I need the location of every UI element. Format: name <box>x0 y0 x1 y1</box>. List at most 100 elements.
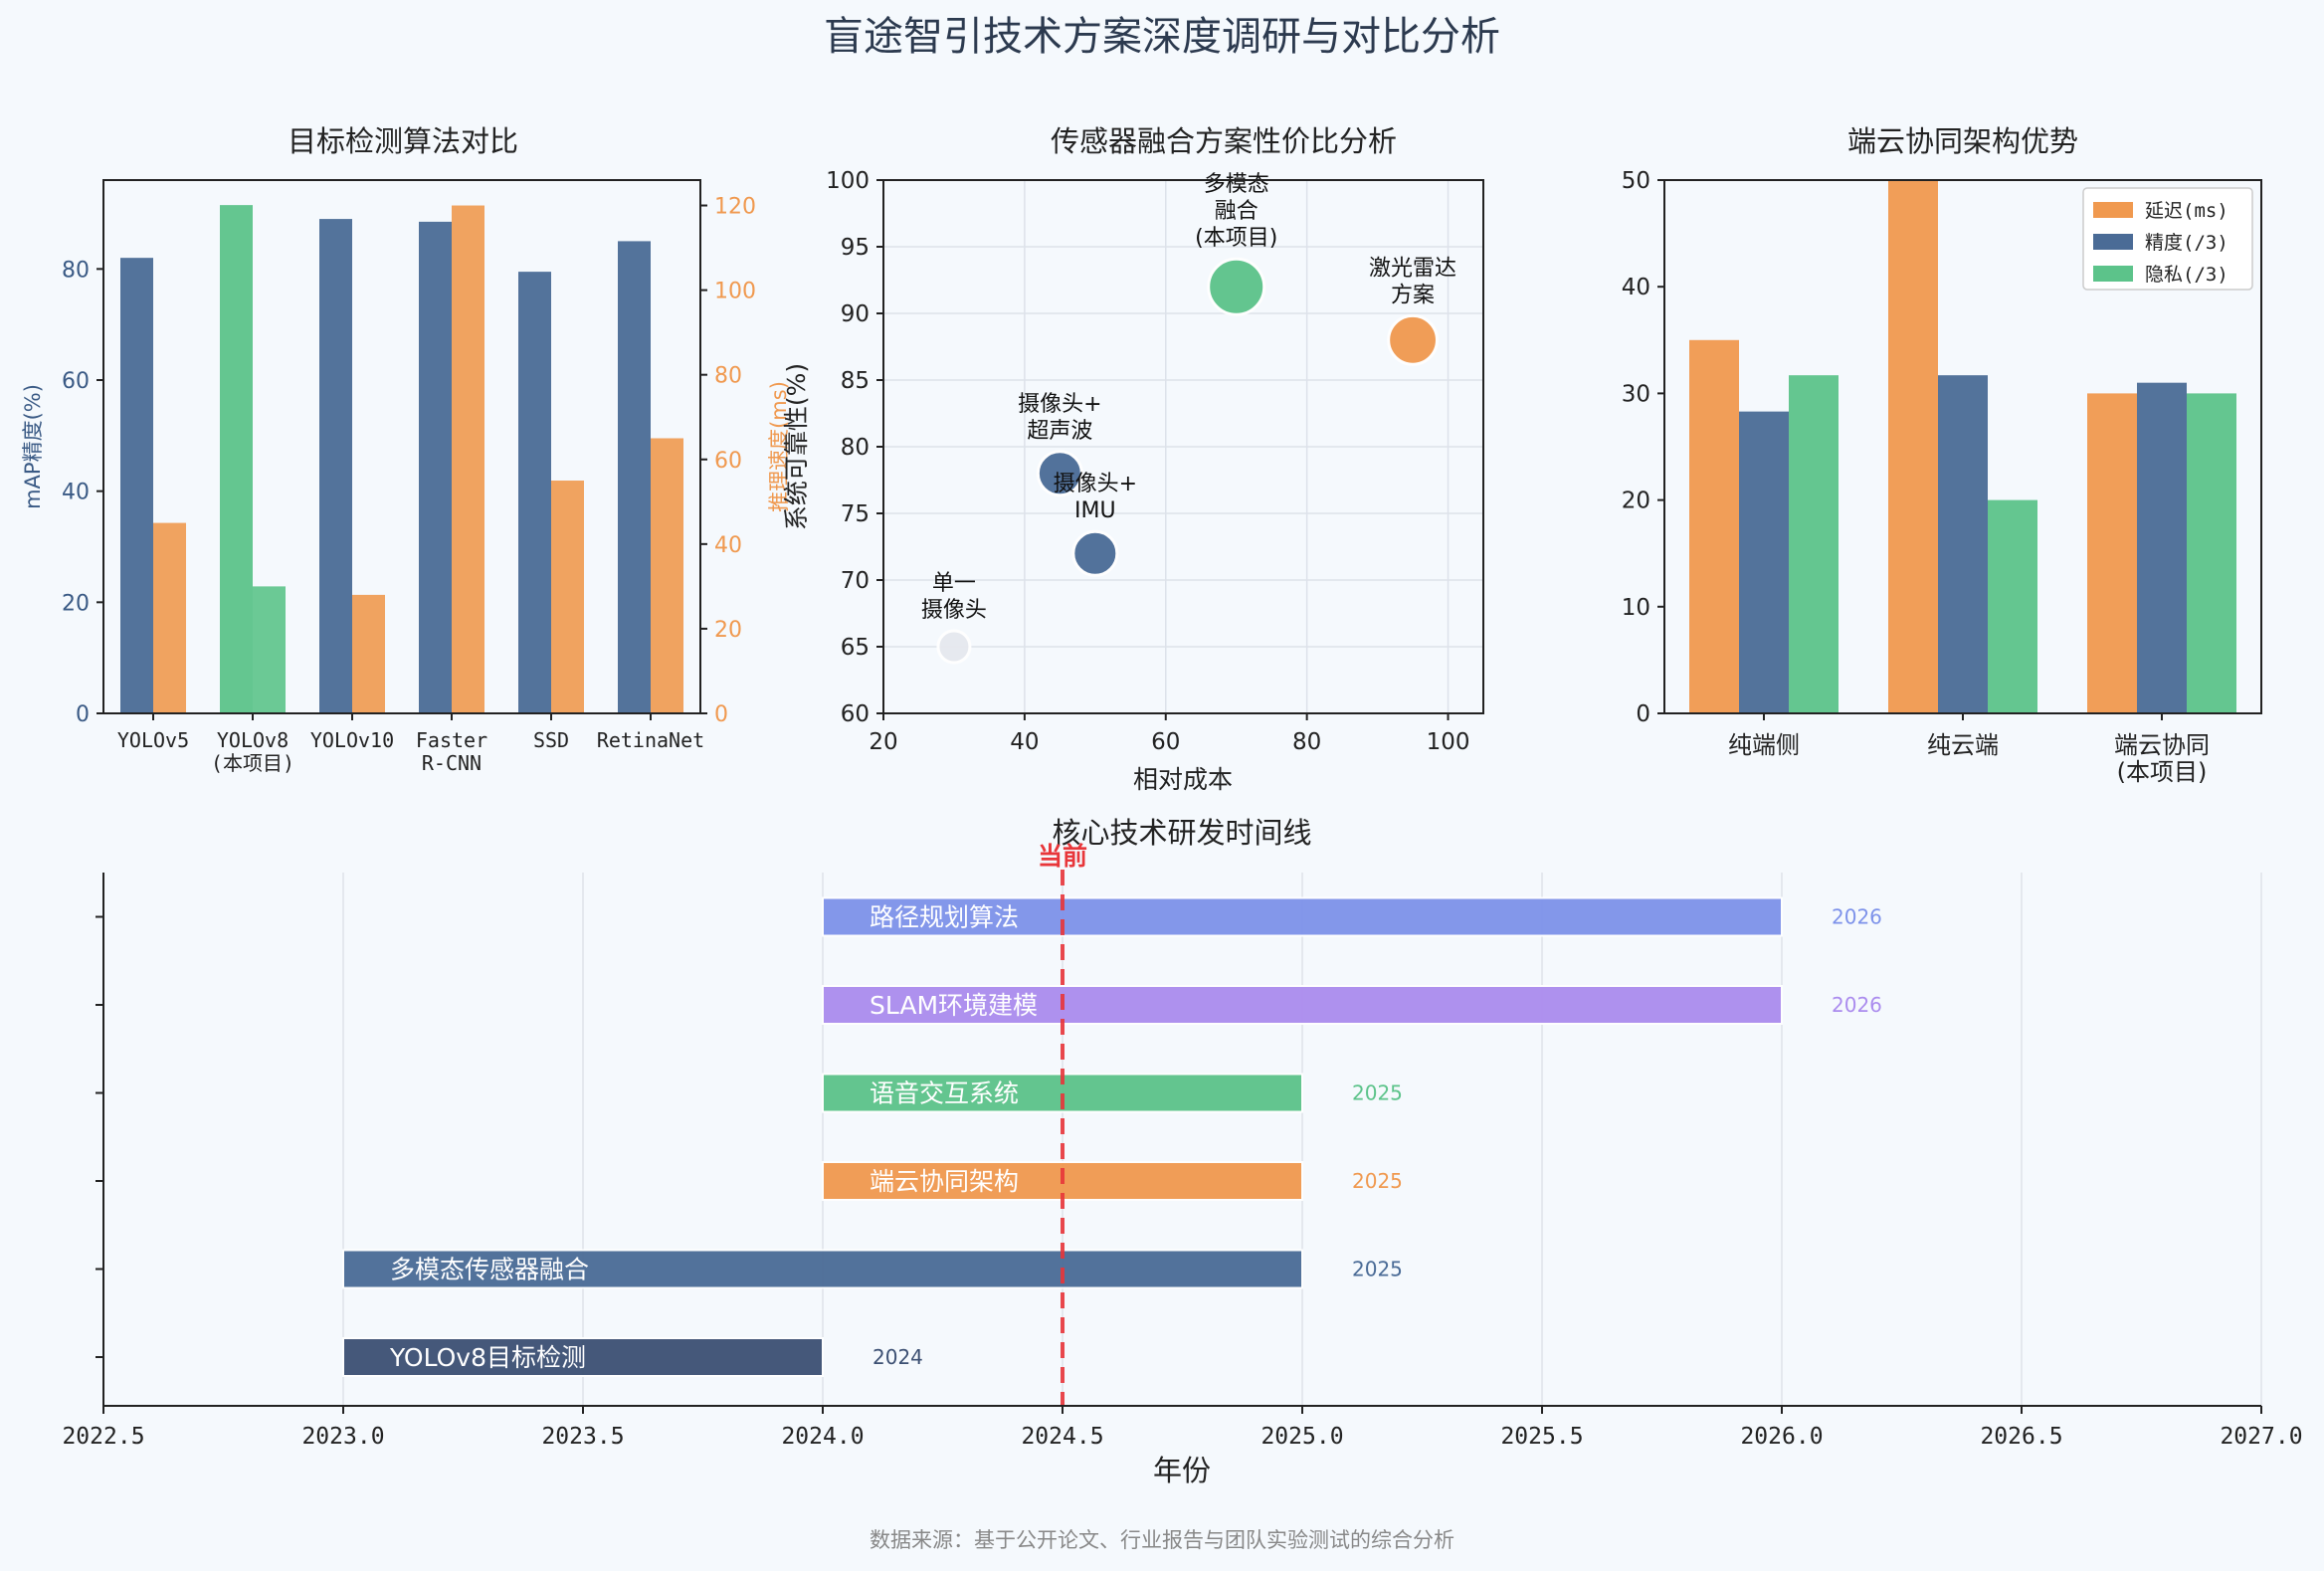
map-bar-5 <box>618 241 651 713</box>
detection-right-tick-label-6: 120 <box>714 195 756 220</box>
detection-x-tick-label-0: YOLOv5 <box>117 728 189 752</box>
speed-bar-4 <box>551 481 584 713</box>
timeline-x-tick-label-0: 2022.5 <box>62 1424 144 1450</box>
timeline-end-label-4: 2026 <box>1832 993 1882 1017</box>
edge-cloud-bar-0-1 <box>1739 411 1789 713</box>
timeline-bar-1 <box>342 1249 1303 1289</box>
edge-cloud-bar-1-1 <box>1938 375 1988 713</box>
timeline-x-tick-label-9: 2027.0 <box>2220 1424 2302 1450</box>
detection-right-tick-label-2: 40 <box>714 533 742 558</box>
speed-bar-2 <box>352 594 385 713</box>
timeline-end-label-2: 2025 <box>1352 1169 1403 1193</box>
detection-chart-title: 目标检测算法对比 <box>288 124 518 158</box>
map-bar-3 <box>419 221 452 713</box>
edge-cloud-y-tick-label-5: 50 <box>1622 168 1650 194</box>
map-bar-4 <box>518 272 551 713</box>
timeline-bar-label-3: 语音交互系统 <box>870 1080 1019 1108</box>
detection-x-tick-label-1: YOLOv8 (本项目) <box>211 728 294 775</box>
fusion-point-4 <box>1387 313 1439 366</box>
detection-left-axis-label: mAP精度(%) <box>21 384 45 509</box>
timeline-x-tick-label-4: 2024.5 <box>1021 1424 1103 1450</box>
speed-bar-3 <box>452 205 484 713</box>
timeline-plot-area: YOLOv8目标检测 2024 多模态传感器融合 2025 端云协同架构 2025 语音交互… <box>342 842 1882 1406</box>
fusion-y-tick-label-0: 60 <box>841 701 870 727</box>
detection-x-tick-label-3: Faster R-CNN <box>416 728 487 775</box>
fusion-x-tick-label-2: 60 <box>1151 729 1180 755</box>
detection-x-tick-label-2: YOLOv10 <box>310 728 394 752</box>
detection-left-tick-label-0: 0 <box>76 702 90 727</box>
timeline-chart: 核心技术研发时间线 YOLOv8目标检测 2024 多模态传感器融合 2025 端云协同… <box>62 816 2302 1487</box>
edge-cloud-y-tick-label-3: 30 <box>1622 381 1650 407</box>
fusion-point-label-0: 单一摄像头 <box>921 571 987 623</box>
detection-axes: YOLOv5 YOLOv8 (本项目) YOLOv10 Faster R-CNN SSD Re… <box>62 195 756 775</box>
fusion-y-axis-label: 系统可靠性(%) <box>782 363 811 530</box>
edge-cloud-x-tick-label-2: 端云协同(本项目) <box>2114 731 2210 786</box>
timeline-x-tick-label-3: 2024.0 <box>781 1424 864 1450</box>
fusion-chart-title: 传感器融合方案性价比分析 <box>1051 124 1397 158</box>
detection-right-tick-label-5: 100 <box>714 280 756 304</box>
edge-cloud-legend-label-0: 延迟(ms) <box>2145 200 2228 222</box>
edge-cloud-chart-title: 端云协同架构优势 <box>1847 124 2078 158</box>
timeline-x-axis-label: 年份 <box>1153 1454 1211 1487</box>
edge-cloud-legend-swatch-1 <box>2093 234 2133 250</box>
data-source-footer: 数据来源：基于公开论文、行业报告与团队实验测试的综合分析 <box>870 1528 1454 1552</box>
edge-cloud-chart: 端云协同架构优势 纯端侧 纯云端 端云协同(本项目) 0 10 20 30 40 50 延迟(m… <box>1622 124 2262 786</box>
timeline-bar-label-0: YOLOv8目标检测 <box>389 1343 586 1372</box>
timeline-bar-label-2: 端云协同架构 <box>870 1167 1019 1196</box>
edge-cloud-legend: 延迟(ms) 精度(/3) 隐私(/3) <box>2082 187 2253 291</box>
edge-cloud-bar-2-0 <box>2087 393 2137 713</box>
timeline-axes: 2022.5 2023.0 2023.5 2024.0 2024.5 2025.0 2025… <box>62 873 2303 1450</box>
timeline-x-tick-label-8: 2026.5 <box>1980 1424 2062 1450</box>
timeline-end-label-3: 2025 <box>1352 1081 1403 1105</box>
timeline-current-label: 当前 <box>1038 842 1087 871</box>
timeline-bar-4 <box>822 985 1783 1025</box>
fusion-y-tick-label-5: 85 <box>841 368 870 394</box>
fusion-point-label-2: 摄像头+ IMU <box>1054 472 1137 523</box>
timeline-end-label-1: 2025 <box>1352 1258 1403 1281</box>
detection-left-tick-label-1: 20 <box>62 591 90 616</box>
detection-x-tick-label-4: SSD <box>533 728 569 752</box>
detection-algorithm-chart: 目标检测算法对比 YOLOv5 YOLOv8 (本项目) YOLOv10 Faster R… <box>21 124 791 775</box>
fusion-y-tick-label-2: 70 <box>841 568 870 594</box>
speed-bar-5 <box>651 438 683 713</box>
detection-right-tick-label-4: 80 <box>714 364 742 389</box>
fusion-y-tick-label-1: 65 <box>841 635 870 661</box>
edge-cloud-bar-1-2 <box>1988 499 2037 713</box>
edge-cloud-y-tick-label-2: 20 <box>1622 489 1650 514</box>
detection-left-tick-label-2: 40 <box>62 481 90 505</box>
fusion-y-tick-label-3: 75 <box>841 501 870 527</box>
edge-cloud-x-tick-label-1: 纯云端 <box>1927 731 1999 759</box>
detection-plot-frame <box>102 179 701 714</box>
fusion-x-tick-label-4: 100 <box>1427 729 1470 755</box>
fusion-point-2 <box>1071 529 1119 577</box>
detection-right-tick-label-0: 0 <box>714 702 728 727</box>
page-title: 盲途智引技术方案深度调研与对比分析 <box>824 14 1500 60</box>
edge-cloud-axes: 纯端侧 纯云端 端云协同(本项目) 0 10 20 30 40 50 <box>1622 168 2210 786</box>
fusion-y-tick-label-7: 95 <box>841 235 870 261</box>
fusion-y-tick-label-4: 80 <box>841 435 870 461</box>
map-bar-0 <box>120 258 153 713</box>
map-bar-1 <box>220 205 253 713</box>
edge-cloud-plot-area <box>1689 180 2236 713</box>
fusion-point-3 <box>1207 257 1266 316</box>
fusion-y-tick-label-8: 100 <box>826 168 870 194</box>
fusion-point-0 <box>936 629 972 665</box>
edge-cloud-bar-0-2 <box>1789 375 1839 713</box>
edge-cloud-bar-0-0 <box>1689 339 1739 713</box>
timeline-bar-label-4: SLAM环境建模 <box>870 991 1038 1020</box>
speed-bar-1 <box>253 586 286 713</box>
fusion-x-tick-label-0: 20 <box>869 729 897 755</box>
timeline-bar-0 <box>342 1337 824 1377</box>
detection-left-tick-label-3: 60 <box>62 369 90 394</box>
edge-cloud-legend-label-1: 精度(/3) <box>2145 232 2228 254</box>
fusion-axes: 20 40 60 80 100 60 65 70 75 80 85 90 95 100 <box>826 168 1469 755</box>
fusion-point-label-3: 多模态融合(本项目) <box>1195 172 1277 251</box>
edge-cloud-legend-swatch-0 <box>2093 202 2133 218</box>
timeline-x-tick-label-7: 2026.0 <box>1740 1424 1823 1450</box>
edge-cloud-bar-2-1 <box>2137 382 2187 713</box>
timeline-end-label-0: 2024 <box>872 1345 923 1369</box>
detection-right-tick-label-3: 60 <box>714 449 742 474</box>
fusion-point-label-4: 激光雷达方案 <box>1369 256 1456 307</box>
